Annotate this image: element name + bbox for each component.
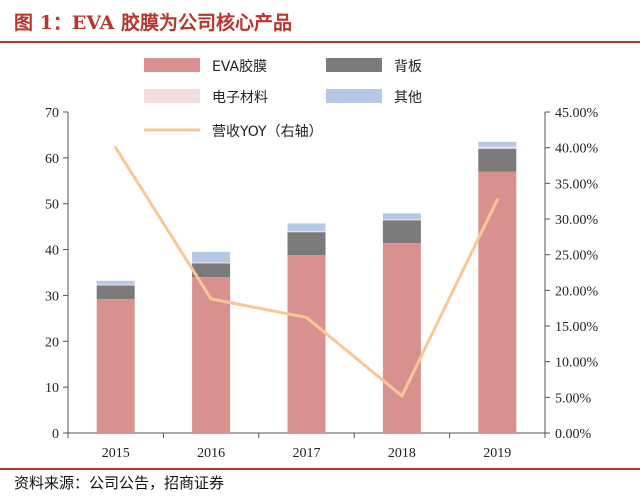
x-tick-label: 2016 [197,446,225,461]
legend-label-yoy: 营收YOY（右轴） [212,124,323,140]
source-note: 资料来源：公司公告，招商证券 [14,474,225,492]
bar-eva-2017 [287,255,326,433]
legend-label-0: EVA胶膜 [212,58,267,75]
y-left-tick-label: 70 [45,106,59,121]
bar-backsheet-2019 [478,148,517,172]
bar-electronic-2015 [96,284,135,286]
bar-backsheet-2017 [287,232,326,256]
yoy-point-2015 [114,146,118,150]
legend-label-3: 其他 [394,90,422,106]
chart-axes: 0 10 20 30 40 50 60 70 0.00% 5.00% 10.00% 15.00% 20.… [45,106,599,461]
y-right-tick-label: 35.00% [555,177,599,192]
bar-other-2015 [96,280,135,285]
bar-other-2016 [192,251,231,263]
y-right-tick-label: 10.00% [555,356,599,371]
legend-swatch-0 [144,58,200,72]
title-divider [0,41,640,43]
bar-eva-2015 [96,299,135,433]
bar-other-2019 [478,141,517,147]
legend-label-2: 电子材料 [212,90,268,106]
bar-layer [96,141,517,433]
y-right-tick-label: 0.00% [555,427,592,442]
bar-other-2017 [287,223,326,232]
yoy-point-2017 [305,315,308,319]
x-tick-label: 2017 [293,446,321,461]
legend-swatch-1 [326,58,382,72]
y-left-tick-label: 0 [52,427,59,442]
y-left-tick-label: 10 [45,381,59,396]
y-left-tick-label: 30 [45,289,59,304]
bar-backsheet-2018 [382,220,421,244]
yoy-point-2018 [400,394,404,398]
yoy-line-layer [114,146,499,398]
y-right-tick-label: 25.00% [555,249,599,264]
bar-electronic-2019 [478,146,517,149]
y-right-tick-label: 15.00% [555,320,599,335]
y-left-tick-label: 60 [45,152,59,167]
bar-eva-2018 [382,243,421,433]
bar-other-2018 [382,213,421,220]
x-tick-label: 2015 [102,446,130,461]
y-right-tick-label: 20.00% [555,284,599,299]
y-right-tick-label: 5.00% [555,391,592,406]
y-left-tick-label: 40 [45,244,59,259]
y-left-tick-label: 20 [45,335,59,350]
bar-eva-2016 [192,277,231,433]
bar-backsheet-2016 [192,263,231,278]
bar-electronic-2018 [382,219,421,221]
legend-swatch-3 [326,89,382,103]
yoy-point-2019 [495,198,499,202]
chart-title: 图 1：EVA 胶膜为公司核心产品 [14,12,292,34]
bar-backsheet-2015 [96,285,135,300]
footer-divider [0,468,640,470]
legend-swatch-2 [144,89,200,103]
x-tick-label: 2018 [388,446,416,461]
yoy-point-2016 [209,297,213,301]
y-right-tick-label: 40.00% [555,142,599,157]
x-tick-label: 2019 [483,446,511,461]
y-right-tick-label: 30.00% [555,213,599,228]
y-left-tick-label: 50 [45,198,59,213]
bar-electronic-2017 [287,231,326,233]
y-right-tick-label: 45.00% [555,106,599,121]
bar-electronic-2016 [192,262,231,264]
legend-label-1: 背板 [394,59,422,75]
bar-eva-2019 [478,171,517,433]
